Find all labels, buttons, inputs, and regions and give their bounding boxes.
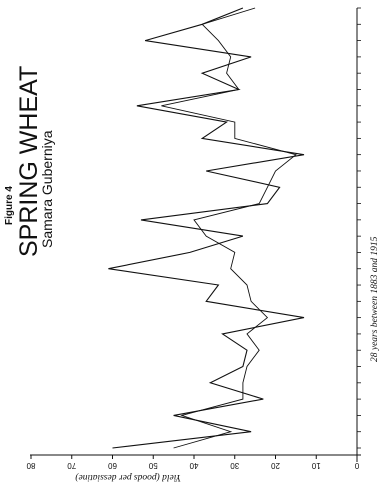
title-block: Figure 4 SPRING WHEAT Samara Guberniya	[4, 66, 55, 257]
y-tick-label: 60	[108, 461, 117, 470]
x-axis-label: 28 years between 1883 and 1915	[370, 236, 380, 362]
series-line-1	[108, 7, 305, 449]
y-tick-label: 40	[189, 461, 198, 470]
y-axis-label: Yield (poods per dessiatine)	[75, 472, 181, 483]
y-tick-label: 20	[271, 461, 280, 470]
series-layer	[108, 7, 305, 449]
y-tick-label: 10	[311, 461, 320, 470]
figure-label: Figure 4	[4, 186, 15, 225]
y-tick-label: 80	[26, 461, 35, 470]
y-tick-label: 0	[354, 461, 359, 470]
chart-subtitle: Samara Guberniya	[39, 130, 55, 248]
y-tick-label: 70	[67, 461, 76, 470]
x-ticks	[357, 7, 361, 449]
y-ticks: 0 10 20 30 40 50 60 70 80	[26, 455, 359, 470]
chart-title: SPRING WHEAT	[15, 66, 43, 257]
series-line-2	[161, 7, 297, 449]
y-tick-label: 50	[148, 461, 157, 470]
y-tick-label: 30	[230, 461, 239, 470]
